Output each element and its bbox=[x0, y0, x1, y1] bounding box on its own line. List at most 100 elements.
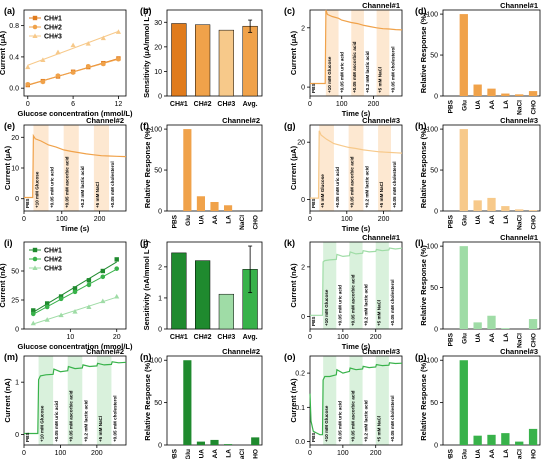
injection-annotation: PBS bbox=[311, 84, 316, 93]
x-category-label: UA bbox=[475, 100, 482, 110]
y-axis-label: Current (nA) bbox=[289, 378, 298, 423]
data-point bbox=[32, 24, 38, 30]
x-category-label: UA bbox=[475, 449, 482, 459]
plot-frame bbox=[309, 241, 403, 330]
injection-annotation: +0.05 mM cholesterol bbox=[390, 46, 395, 93]
x-category-label: CHO bbox=[253, 449, 260, 459]
chart-10: Channel#1 (k) 0 2 0 100 200 Current (nA) Time (s… bbox=[284, 233, 403, 351]
current-trace bbox=[24, 133, 127, 199]
x-tick-label: 200 bbox=[370, 450, 382, 457]
panel-label: (d) bbox=[415, 6, 427, 16]
injection-annotation: +0.05 mM cholesterol bbox=[112, 395, 117, 442]
data-point bbox=[55, 49, 61, 55]
x-category-label: LA bbox=[226, 449, 233, 458]
y-axis-label: Relative Response (%) bbox=[419, 360, 428, 441]
x-category-label: AA bbox=[489, 333, 496, 343]
x-category-label: PBS bbox=[447, 448, 454, 459]
injection-annotation: +0.05 mM uric acid bbox=[50, 167, 55, 208]
plot-frame bbox=[166, 241, 263, 330]
x-category-label: NaCl bbox=[517, 100, 524, 115]
x-category-label: UA bbox=[198, 215, 205, 225]
injection-annotation: +0.2 mM lactic acid bbox=[80, 166, 85, 208]
injection-annotation: +0.05 mM cholesterol bbox=[110, 161, 115, 208]
data-point bbox=[101, 61, 106, 67]
current-trace bbox=[24, 361, 127, 435]
event-band bbox=[323, 356, 337, 445]
x-category-label: PBS bbox=[447, 332, 454, 346]
injection-annotation: +5 mM NaCl bbox=[378, 67, 383, 93]
y-tick-label: 0 bbox=[434, 327, 438, 334]
panel-title: Channel#2 bbox=[86, 116, 124, 125]
x-tick-label: 0 bbox=[308, 101, 312, 108]
x-category-label: AA bbox=[489, 449, 496, 459]
y-axis-label: Current (nA) bbox=[0, 263, 7, 308]
x-category-label: Glu bbox=[461, 449, 468, 459]
data-point bbox=[25, 81, 31, 87]
x-category-label: LA bbox=[503, 449, 510, 458]
x-axis-label: Glucose concentration (mmol/L) bbox=[17, 109, 133, 118]
x-category-label: UA bbox=[475, 333, 482, 343]
x-category-label: NaCl bbox=[517, 215, 524, 230]
y-tick-label: 1 bbox=[15, 380, 19, 387]
data-point bbox=[86, 278, 92, 283]
panel-label: (k) bbox=[284, 238, 295, 248]
plot-frame bbox=[166, 355, 263, 446]
data-point bbox=[40, 57, 46, 63]
data-point bbox=[114, 293, 120, 299]
injection-annotation: +0.2 mM lactic acid bbox=[364, 284, 369, 326]
x-tick-label: 0 bbox=[308, 450, 312, 457]
data-point bbox=[100, 35, 106, 41]
bar bbox=[528, 91, 538, 96]
event-band bbox=[67, 356, 83, 445]
injection-annotation: +5 mM NaCl bbox=[377, 416, 382, 442]
bar bbox=[487, 88, 496, 96]
injection-annotation: +5 mM NaCl bbox=[98, 416, 103, 442]
legend-label: CH#1 bbox=[44, 16, 62, 23]
plot-frame bbox=[309, 9, 403, 97]
event-band bbox=[38, 356, 54, 445]
plot-frame bbox=[442, 355, 541, 446]
plot-frame bbox=[309, 124, 403, 212]
bar bbox=[224, 444, 233, 445]
injection-annotation: +0.05 mM uric acid bbox=[335, 167, 340, 208]
current-trace bbox=[310, 247, 403, 316]
injection-annotation: +0.05 mM ascorbic acid bbox=[69, 390, 74, 442]
current-trace bbox=[310, 9, 403, 85]
injection-annotation: +0.05 mM ascorbic acid bbox=[350, 390, 355, 442]
bar bbox=[473, 200, 482, 211]
bar bbox=[224, 205, 233, 211]
data-point bbox=[25, 64, 31, 70]
x-category-label: PBS bbox=[447, 99, 454, 113]
bar bbox=[195, 24, 211, 97]
bar bbox=[218, 293, 234, 330]
data-point bbox=[58, 312, 64, 318]
y-tick-label: 0 bbox=[158, 94, 162, 101]
injection-annotation: +5 mM NaCl bbox=[379, 182, 384, 208]
injection-annotation: +10 mM Glucose bbox=[324, 289, 329, 326]
x-tick-label: 0 bbox=[308, 334, 312, 341]
y-tick-label: 2 bbox=[301, 25, 305, 32]
plot-frame bbox=[442, 9, 541, 97]
x-tick-label: 100 bbox=[55, 450, 67, 457]
event-band bbox=[376, 10, 390, 96]
plot-frame bbox=[23, 9, 127, 97]
bar bbox=[183, 129, 192, 211]
bar bbox=[515, 94, 524, 96]
bar bbox=[195, 260, 211, 330]
y-axis-label: Current (μA) bbox=[3, 145, 12, 190]
panel-title: Channel#3 bbox=[362, 347, 400, 356]
event-band bbox=[349, 356, 363, 445]
x-tick-label: 100 bbox=[56, 216, 68, 223]
legend-label: CH#3 bbox=[44, 266, 62, 273]
panel-title: Channel#3 bbox=[362, 116, 400, 125]
data-point bbox=[40, 79, 46, 85]
injection-annotation: +0.05 mM ascorbic acid bbox=[352, 41, 357, 93]
y-tick-label: 50 bbox=[154, 400, 162, 407]
injection-annotation: +0.2 mM lactic acid bbox=[365, 51, 370, 93]
x-category-label: AA bbox=[489, 100, 496, 110]
injection-annotation: +0.05 mM uric acid bbox=[54, 401, 59, 442]
